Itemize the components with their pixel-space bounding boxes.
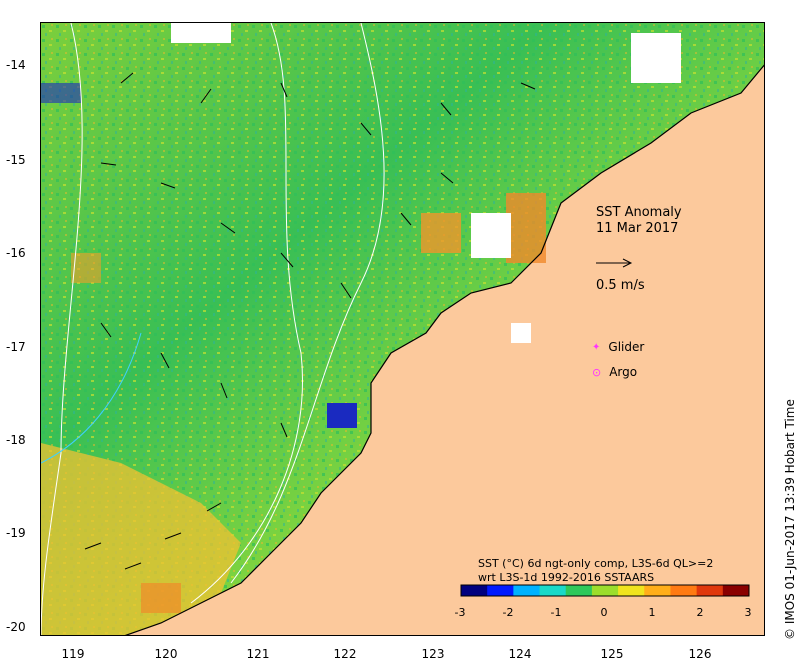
x-tick-label: 121 — [246, 647, 270, 661]
velocity-scale-label: 0.5 m/s — [596, 278, 645, 293]
map-area[interactable] — [40, 22, 765, 636]
map-date: 11 Mar 2017 — [596, 221, 679, 236]
y-tick-label: -20 — [6, 620, 26, 634]
legend-glider-label: Glider — [608, 340, 645, 354]
colorbar-swatch — [696, 585, 724, 596]
x-tick-label: 125 — [600, 647, 624, 661]
glider-marker-icon: ✦ — [592, 341, 601, 353]
x-tick-label: 123 — [421, 647, 445, 661]
colorbar-swatch — [513, 585, 541, 596]
colorbar-swatch — [670, 585, 698, 596]
map-title: SST Anomaly — [596, 205, 682, 220]
colorbar-swatch — [487, 585, 514, 596]
colorbar-tick-label: 2 — [696, 606, 704, 619]
colorbar-swatch — [591, 585, 619, 596]
y-tick-label: -14 — [6, 58, 26, 72]
colorbar-tick-label: 1 — [648, 606, 656, 619]
x-tick-label: 120 — [154, 647, 178, 661]
colorbar-swatch — [461, 585, 488, 596]
imos-credit: © IMOS 01-Jun-2017 13:39 Hobart Time — [783, 399, 797, 640]
y-tick-label: -15 — [6, 153, 26, 167]
argo-marker-icon: ⊙ — [592, 365, 602, 379]
y-tick-label: -17 — [6, 340, 26, 354]
colorbar-tick-label: -2 — [502, 606, 514, 619]
colorbar-tick-label: -1 — [550, 606, 562, 619]
colorbar-swatch — [539, 585, 567, 596]
y-tick-label: -18 — [6, 433, 26, 447]
colorbar-tick-label: 3 — [744, 606, 752, 619]
legend-glider: ✦ Glider — [592, 340, 644, 354]
current-vectors — [84, 72, 536, 570]
colorbar-tick-label: -3 — [454, 606, 466, 619]
legend-argo: ⊙ Argo — [592, 365, 637, 379]
colorbar-swatch — [565, 585, 593, 596]
colorbar-label-line1: SST (°C) 6d ngt-only comp, L3S-6d QL>=2 — [478, 557, 714, 570]
colorbar-outline — [460, 584, 750, 597]
x-tick-label: 119 — [61, 647, 85, 661]
sst-anomaly-map — [41, 23, 764, 635]
colorbar — [460, 584, 750, 597]
x-tick-label: 122 — [333, 647, 357, 661]
colorbar-swatch — [722, 585, 750, 596]
colorbar-swatch — [618, 585, 645, 596]
x-tick-label: 124 — [508, 647, 532, 661]
colorbar-label-line2: wrt L3S-1d 1992-2016 SSTAARS — [478, 571, 655, 584]
colorbar-tick-label: 0 — [600, 606, 608, 619]
colorbar-swatch — [644, 585, 671, 596]
x-tick-label: 126 — [688, 647, 712, 661]
legend-argo-label: Argo — [609, 365, 638, 379]
y-tick-label: -16 — [6, 246, 26, 260]
y-tick-label: -19 — [6, 526, 26, 540]
